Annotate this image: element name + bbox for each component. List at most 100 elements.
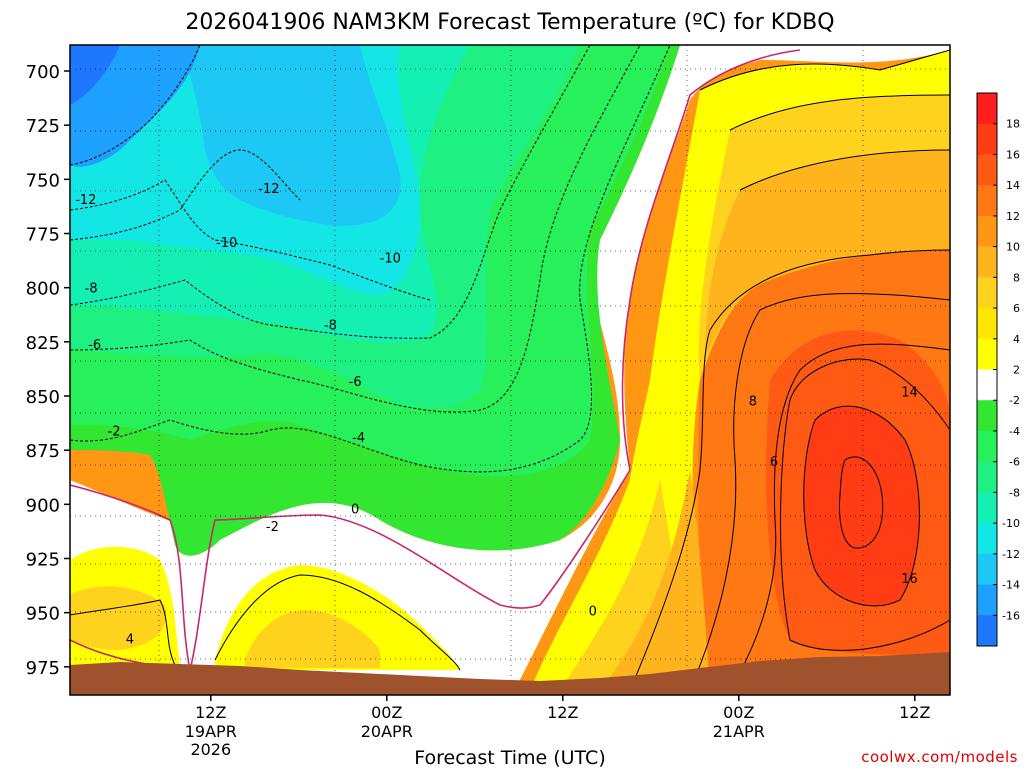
contour-label: 16 (901, 572, 918, 587)
colorbar-swatch (977, 584, 997, 616)
colorbar-swatch (977, 93, 997, 125)
colorbar-swatch (977, 308, 997, 340)
freezing-line (70, 49, 801, 671)
colorbar-swatch (977, 277, 997, 309)
warm-upper-amber (705, 150, 950, 360)
colorbar-swatch (977, 430, 997, 463)
surface-terrain (70, 652, 950, 695)
contour-label: -10 (216, 236, 237, 251)
contour-line (729, 343, 950, 691)
plot-frame (69, 44, 951, 696)
colorbar-label: 12 (1006, 210, 1020, 223)
colorbar-label: 4 (1013, 333, 1020, 346)
colorbar-label: -16 (1002, 609, 1020, 622)
colorbar-label: -12 (1002, 548, 1020, 561)
contour-line (70, 179, 431, 301)
contour-label: -8 (324, 319, 337, 334)
colorbar-label: -2 (1009, 394, 1020, 407)
colorbar-swatch (977, 461, 997, 493)
contour-label: -12 (75, 193, 96, 208)
y-tick-label: 950 (26, 604, 60, 625)
colorbar-label: -4 (1009, 425, 1020, 438)
contour-label: -6 (88, 338, 101, 353)
colorbar-label: 2 (1013, 364, 1020, 377)
x-tick-label: 2026 (190, 740, 231, 759)
contour-line (699, 49, 950, 91)
colorbar-label: -6 (1009, 456, 1020, 469)
contour-label: -10 (380, 251, 401, 266)
x-axis-title: Forecast Time (UTC) (414, 747, 605, 768)
warm-wedge-amber (600, 470, 710, 690)
y-tick-label: 725 (26, 116, 60, 137)
contour-line (739, 149, 950, 191)
y-tick-label: 900 (26, 495, 60, 516)
y-tick-label: 875 (26, 441, 60, 462)
contour-label: 0 (589, 605, 597, 620)
colorbar-swatch (977, 215, 997, 248)
x-tick-label: 21APR (713, 722, 765, 741)
colorbar-swatch (977, 615, 997, 647)
x-tick-label: 12Z (195, 703, 226, 722)
warm-pocket-mid-inner (245, 610, 380, 668)
contour-label: 0 (351, 503, 359, 518)
colorbar-label: -8 (1009, 486, 1020, 499)
contour-line (70, 599, 176, 666)
cold-layer-m12 (180, 45, 401, 226)
y-tick-label: 825 (26, 333, 60, 354)
contour-line (689, 292, 950, 691)
x-tick-label: 20APR (361, 722, 413, 741)
colorbar-label: 10 (1006, 241, 1020, 254)
colorbar-swatch (977, 400, 997, 432)
x-tick-label: 00Z (723, 703, 754, 722)
contour-line (70, 45, 641, 413)
y-tick-label: 750 (26, 170, 60, 191)
contour-line (70, 45, 591, 339)
contour-line (70, 45, 201, 166)
x-tick-label: 12Z (547, 703, 578, 722)
y-tick-label: 925 (26, 550, 60, 571)
x-tick-label: 12Z (899, 703, 930, 722)
zero-band (70, 45, 950, 690)
contour-line (780, 358, 950, 651)
colorbar-swatch (977, 492, 997, 524)
colorbar-swatch (977, 123, 997, 155)
contour-label: 6 (770, 455, 778, 470)
contour-label: 14 (901, 386, 918, 401)
contour-label: -8 (85, 282, 98, 297)
contour-line (70, 45, 671, 473)
colorbar-swatch (977, 523, 997, 555)
colorbar-label: -14 (1002, 579, 1020, 592)
colorbar-label: 8 (1013, 271, 1020, 284)
contour-line (803, 405, 920, 607)
colorbar-label: 16 (1006, 148, 1020, 161)
warm-layer-16 (839, 456, 884, 549)
colorbar-label: 14 (1006, 179, 1020, 192)
chart-title: 2026041906 NAM3KM Forecast Temperature (… (185, 10, 834, 35)
y-tick-label: 775 (26, 225, 60, 246)
colorbar-swatch (977, 553, 997, 586)
colorbar-swatch (977, 185, 997, 217)
colorbar-label: 18 (1006, 118, 1020, 131)
y-tick-label: 850 (26, 387, 60, 408)
colorbar-swatch (977, 154, 997, 186)
colorbar-swatch (977, 369, 997, 401)
contour-line (70, 149, 301, 241)
colorbar-swatch (977, 246, 997, 278)
colorbar-swatch (977, 338, 997, 370)
contour-label: -2 (266, 520, 279, 535)
y-tick-label: 800 (26, 279, 60, 300)
cold-layer-m16 (70, 45, 120, 105)
x-tick-label: 00Z (371, 703, 402, 722)
contour-label: -2 (108, 425, 121, 440)
site-credit: coolwx.com/models (861, 748, 1018, 766)
contour-label: -6 (349, 375, 362, 390)
colorbar-label: 6 (1013, 302, 1020, 315)
contour-label: 8 (749, 394, 757, 409)
x-tick-label: 19APR (185, 722, 237, 741)
colorbar-label: -10 (1002, 517, 1020, 530)
contour-label: -12 (258, 182, 279, 197)
contour-label: -4 (352, 431, 365, 446)
contour-line (629, 249, 950, 691)
contour-label: 4 (126, 633, 134, 648)
